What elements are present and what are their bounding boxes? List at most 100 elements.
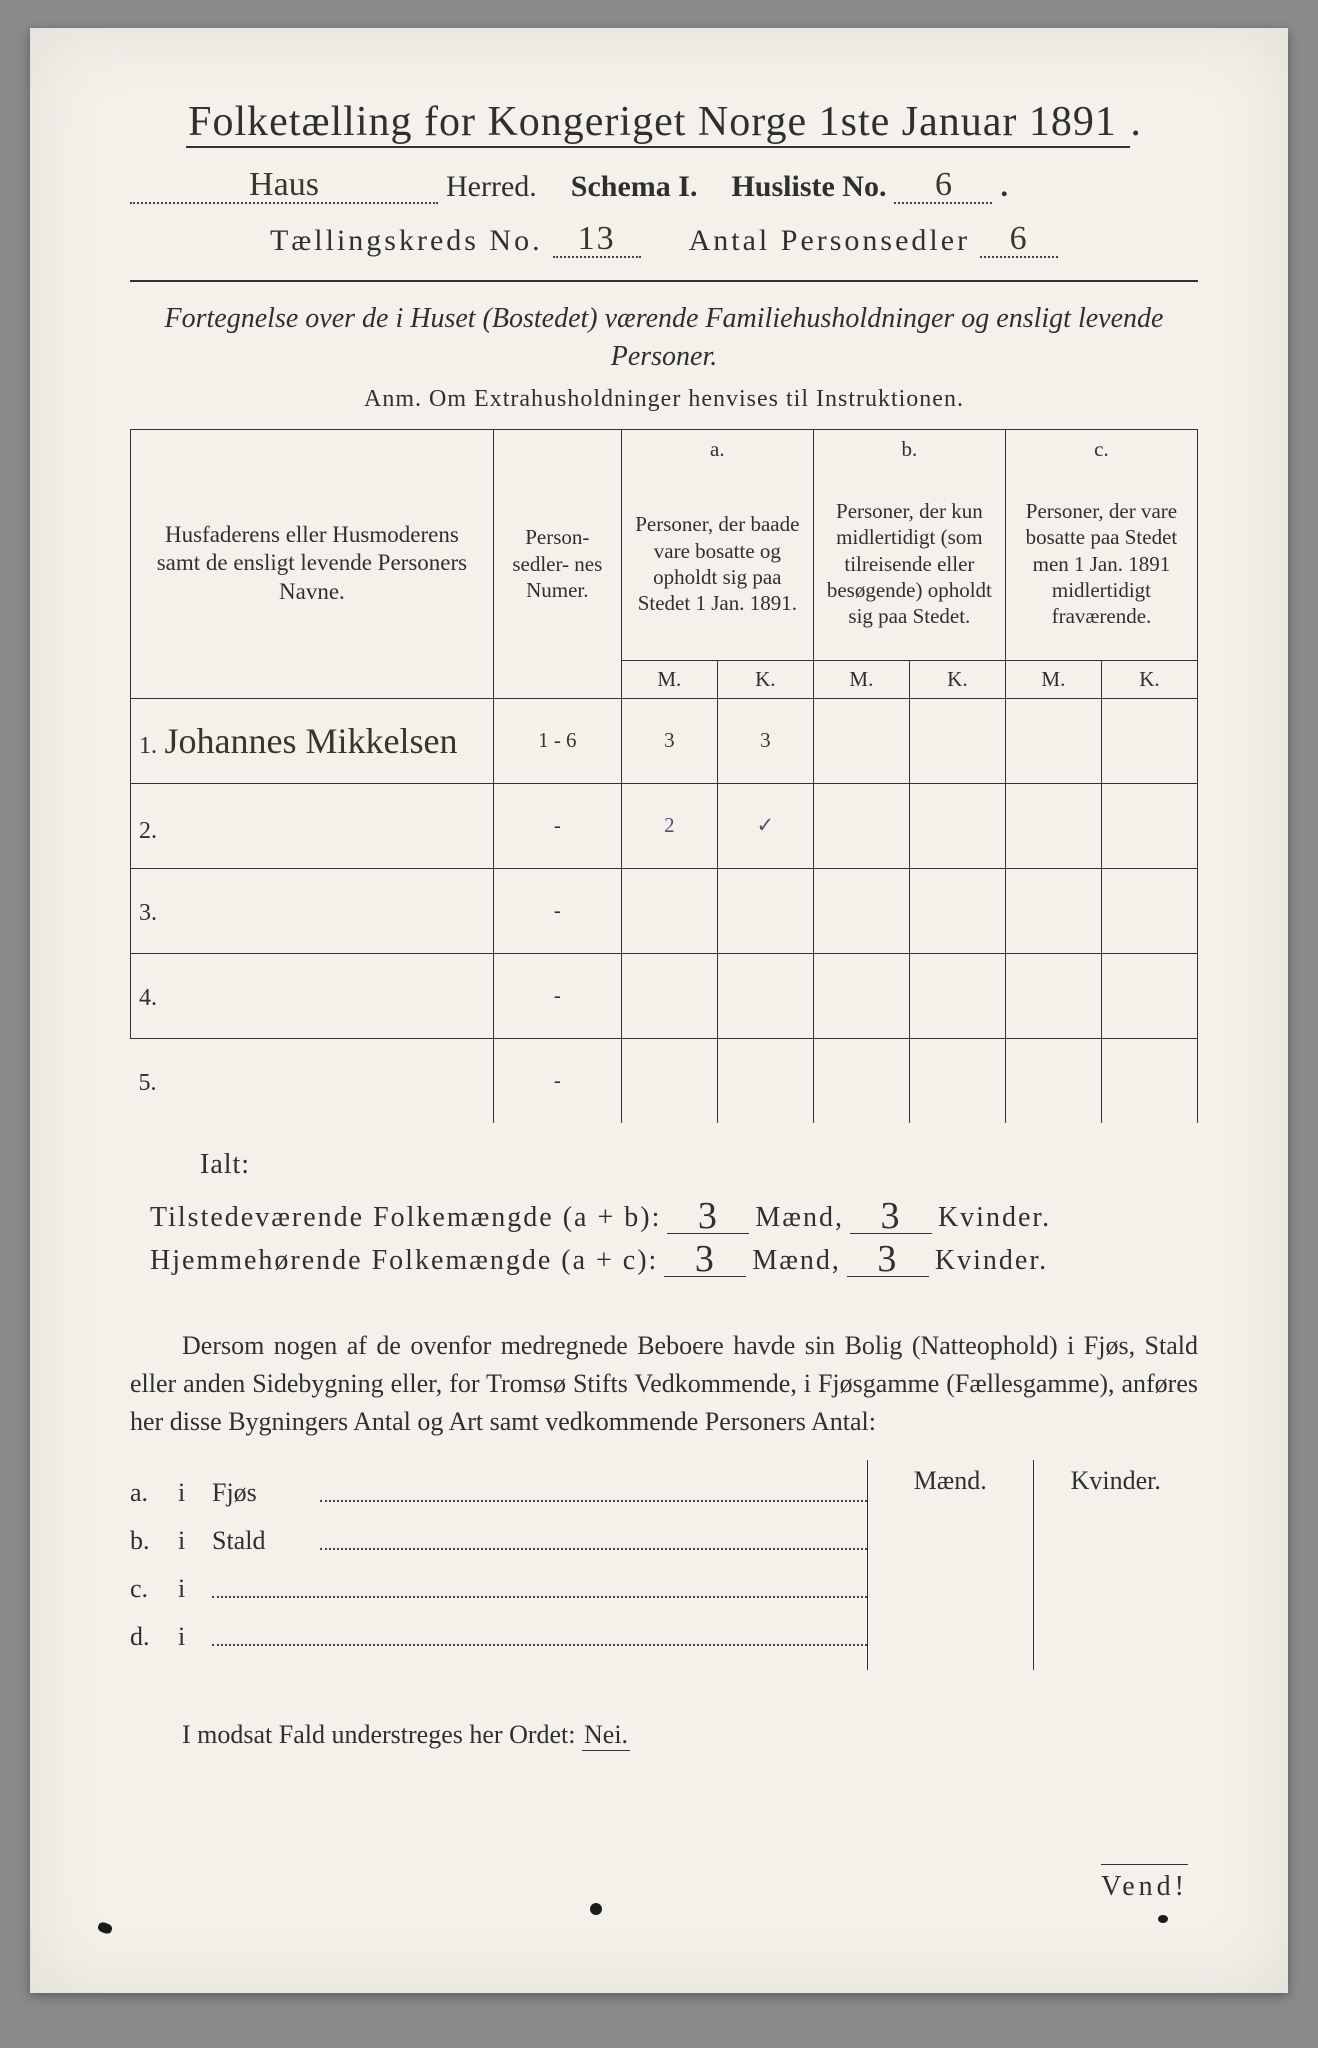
row-aK [717,868,813,953]
row-bM [813,783,909,868]
row-name: 1. Johannes Mikkelsen [131,698,494,783]
header-line-2: Haus Herred. Schema I. Husliste No. 6 . [130,168,1198,204]
totals-line-1: Tilstedeværende Folkemængde (a + b): 3 M… [150,1199,1198,1234]
tot-kvinder: Kvinder. [938,1202,1051,1234]
ialt-label: Ialt: [200,1149,1198,1181]
row-num-cell: - [493,1038,621,1123]
totals-line-2: Hjemmehørende Folkemængde (a + c): 3 Mæn… [150,1242,1198,1277]
tot2-k: 3 [847,1242,929,1277]
col-b-k: K. [909,660,1005,698]
abcd-right: Mænd. Kvinder. [867,1460,1198,1670]
row-bK [909,1038,1005,1123]
row-number: 3. [139,900,157,926]
row-cK [1101,783,1197,868]
row-bM [813,1038,909,1123]
abcd-i: i [178,1622,194,1652]
tot1-m: 3 [667,1199,749,1234]
col-c-header: Personer, der vare bosatte paa Stedet me… [1005,468,1197,661]
vend-label: Vend! [1101,1864,1188,1903]
dots-fill [320,1500,867,1502]
row-cM [1005,953,1101,1038]
paper-sheet: Folketælling for Kongeriget Norge 1ste J… [30,28,1288,1993]
row-aK [717,953,813,1038]
husliste-label: Husliste No. [731,170,886,204]
divider-rule [130,280,1198,282]
row-bK [909,698,1005,783]
row-num-cell: - [493,868,621,953]
abcd-letter: b. [130,1526,160,1556]
herred-label: Herred. [446,170,537,204]
row-number: 4. [139,985,157,1011]
abcd-row: d. i [130,1622,867,1652]
abcd-kvinder-col: Kvinder. [1034,1460,1199,1670]
col-num-header: Person- sedler- nes Numer. [493,429,621,698]
row-cM [1005,1038,1101,1123]
row-cK [1101,698,1197,783]
col-b-header: Personer, der kun midlertidigt (som tilr… [813,468,1005,661]
col-c-m: M. [1005,660,1101,698]
col-a-m: M. [621,660,717,698]
col-a-header: Personer, der baade vare bosatte og opho… [621,468,813,661]
abcd-letter: c. [130,1574,160,1604]
header-line-3: Tællingskreds No. 13 Antal Personsedler … [130,222,1198,258]
row-cM [1005,868,1101,953]
row-cM [1005,783,1101,868]
row-num-cell: 1 - 6 [493,698,621,783]
col-name-header: Husfaderens eller Husmoderens samt de en… [131,429,494,698]
row-aK: ✓ [717,783,813,868]
row-num-cell: - [493,953,621,1038]
row-bK [909,953,1005,1038]
row-number: 5. [139,1070,157,1096]
row-name: 5. [131,1038,494,1123]
tot1-label: Tilstedeværende Folkemængde (a + b): [150,1202,661,1234]
row-aM: 3 [621,698,717,783]
title-line: Folketælling for Kongeriget Norge 1ste J… [130,98,1198,146]
abcd-label: Fjøs [212,1478,302,1508]
tot-kvinder: Kvinder. [935,1245,1048,1277]
row-bM [813,698,909,783]
nei-pre: I modsat Fald understreges her Ordet: [182,1720,576,1749]
row-cK [1101,868,1197,953]
scan-speck [97,1921,114,1935]
anm-note: Anm. Om Extrahusholdninger henvises til … [130,386,1198,413]
totals-section: Ialt: Tilstedeværende Folkemængde (a + b… [130,1149,1198,1277]
row-name: 3. [131,868,494,953]
row-aM [621,953,717,1038]
table-row: 3. - [131,868,1198,953]
row-bK [909,783,1005,868]
nei-word: Nei. [582,1720,630,1751]
row-name: 4. [131,953,494,1038]
table-row: 4. - [131,953,1198,1038]
row-name: 2. [131,783,494,868]
tot-maend: Mænd, [755,1202,844,1234]
nei-line: I modsat Fald understreges her Ordet: Ne… [130,1720,1198,1750]
subtitle: Fortegnelse over de i Huset (Bostedet) v… [130,300,1198,376]
antal-label: Antal Personsedler [689,224,970,258]
row-bM [813,868,909,953]
schema-label: Schema I. [571,170,698,204]
row-bK [909,868,1005,953]
table-row: 5. - [131,1038,1198,1123]
table-row: 2. - 2 ✓ [131,783,1198,868]
page-background: Folketælling for Kongeriget Norge 1ste J… [0,0,1318,2048]
col-c-k: K. [1101,660,1197,698]
row-aM: 2 [621,783,717,868]
husliste-dot: . [1000,170,1008,204]
kreds-field: 13 [553,222,641,258]
row-aM [621,868,717,953]
abcd-maend-col: Mænd. [868,1460,1034,1670]
row-number: 1. [139,733,157,759]
dots-fill [320,1548,867,1550]
col-a-top: a. [621,429,813,468]
dots-fill [212,1644,867,1646]
tot1-k: 3 [850,1199,932,1234]
col-b-top: b. [813,429,1005,468]
row-bM [813,953,909,1038]
husliste-field: 6 [894,168,992,204]
abcd-row: a. i Fjøs [130,1478,867,1508]
abcd-letter: a. [130,1478,160,1508]
antal-field: 6 [980,222,1058,258]
row-aM [621,1038,717,1123]
scan-speck [1158,1915,1168,1923]
herred-field: Haus [130,168,438,204]
